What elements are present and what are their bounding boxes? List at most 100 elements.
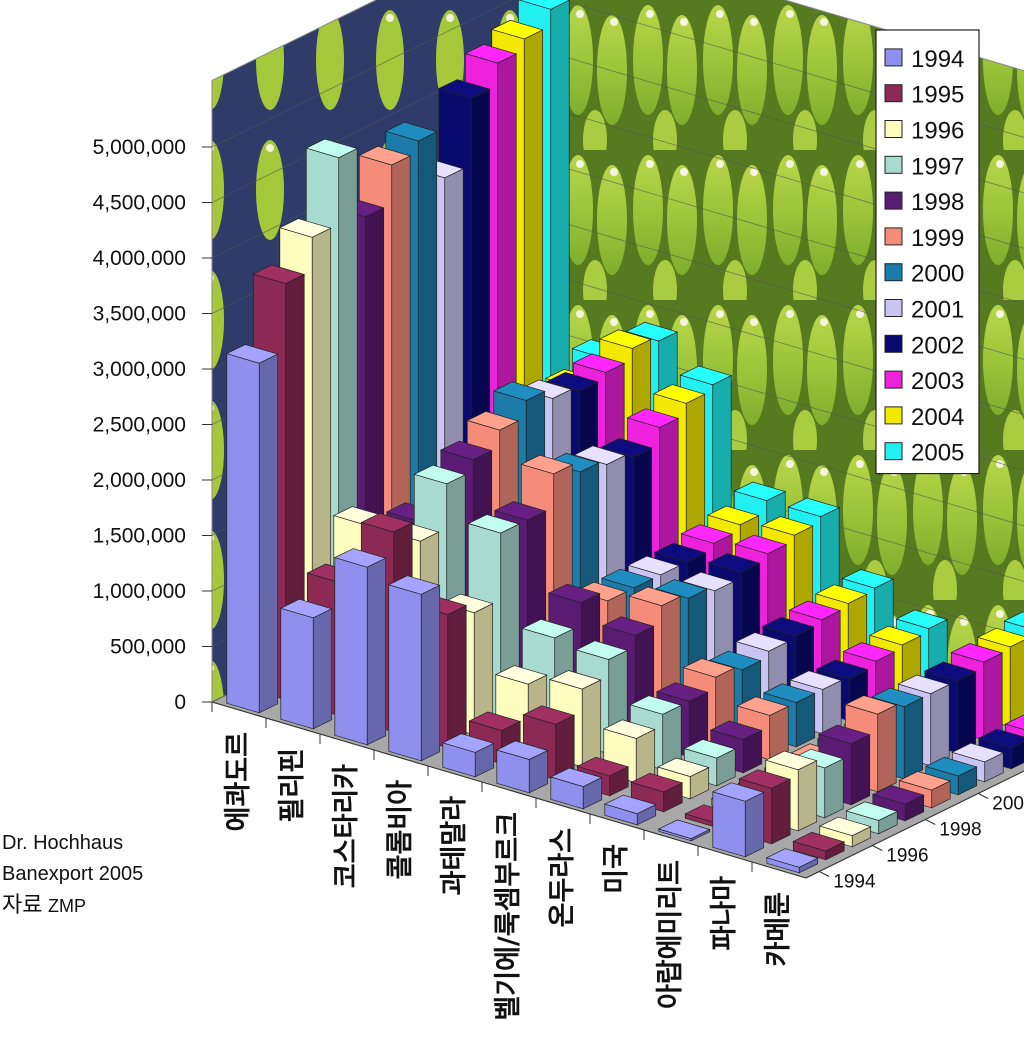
y-tick-label: 3,000,000 (93, 358, 186, 381)
legend-swatch (884, 84, 903, 103)
bar-top (657, 819, 711, 839)
depth-tick-label: 1996 (886, 846, 928, 867)
bar-top (467, 514, 521, 534)
bar-top (733, 481, 787, 501)
y-tick-label: 2,500,000 (93, 414, 186, 437)
bar-top (844, 695, 898, 715)
bar-top (654, 579, 708, 599)
bar-top (521, 618, 575, 639)
bar-side (956, 671, 977, 754)
bar-top (761, 616, 815, 637)
bar (495, 740, 549, 794)
bar-top (868, 625, 922, 646)
source-publication: Banexport 2005 (2, 863, 144, 885)
category-label: 필리핀 (277, 748, 308, 823)
bar-side (420, 584, 441, 762)
legend-swatch (884, 191, 903, 210)
bar-front (280, 607, 314, 730)
bar-top (655, 682, 709, 702)
bar (549, 767, 603, 810)
y-tick-label: 1,500,000 (93, 525, 186, 548)
legend-label: 2002 (911, 332, 964, 359)
bar-top (1003, 611, 1024, 628)
category-label: 코스타리카 (331, 764, 362, 888)
source-data-line: 자료 ZMP (2, 890, 143, 922)
bar-top (494, 665, 548, 685)
bar-top (625, 321, 679, 342)
legend-label: 2003 (911, 368, 964, 395)
bar-top (547, 583, 601, 604)
bar-top (413, 464, 467, 485)
bar-top (764, 750, 818, 771)
bar-side (258, 353, 279, 714)
bar-top (787, 497, 841, 517)
bar-top (707, 553, 761, 573)
bar-top (738, 769, 792, 789)
bar-top (572, 353, 626, 373)
bar-top (708, 650, 762, 671)
bar-top (951, 742, 1005, 763)
bar-top (466, 411, 520, 431)
category-label: 카메룬 (763, 892, 794, 967)
legend-label: 1997 (911, 153, 964, 180)
bar-top (464, 44, 518, 64)
source-data-label: 자료 (2, 893, 43, 918)
bar (711, 782, 765, 858)
y-tick-label: 4,500,000 (93, 192, 186, 215)
bar-top (627, 555, 681, 576)
bar-top (681, 571, 735, 592)
bar-top (599, 438, 653, 458)
legend-label: 1994 (911, 46, 964, 73)
legend-swatch (884, 227, 903, 246)
bar-top (492, 381, 546, 401)
bar-side (930, 684, 950, 767)
bar-top (976, 627, 1024, 648)
bar-top (762, 683, 816, 703)
bar-top (735, 632, 789, 652)
bar-side (771, 778, 791, 845)
bar-top (630, 772, 684, 793)
bar-top (468, 711, 522, 731)
bar-top (924, 756, 978, 777)
y-tick-label: 0 (174, 691, 186, 714)
bar-top (814, 584, 868, 604)
bar-top (278, 218, 332, 238)
bar (603, 794, 657, 826)
category-label: 아랍에미리트 (655, 860, 686, 1009)
y-axis: 0 500,000 1,000,000 1,500,000 2,000,000 2,500… (93, 136, 212, 714)
bar-top (736, 696, 790, 716)
bar-top (765, 848, 819, 868)
bar-top (977, 728, 1024, 749)
legend-swatch (884, 442, 903, 461)
legend-swatch (884, 120, 903, 138)
bar-top (520, 454, 574, 475)
bar-front (226, 353, 260, 714)
bar-top (575, 640, 629, 660)
bar-top (490, 19, 544, 40)
bar-top (709, 720, 763, 740)
category-label: 에콰도르 (223, 732, 254, 831)
y-tick-label: 1,000,000 (93, 580, 186, 603)
y-tick-label: 5,000,000 (93, 136, 186, 159)
chart-bars (225, 0, 1024, 874)
bar (441, 733, 495, 778)
bar-top (629, 695, 683, 715)
legend-label: 1999 (911, 225, 964, 252)
bar-front (388, 584, 422, 762)
bar (279, 598, 333, 730)
bar (792, 831, 846, 861)
legend-swatch (884, 155, 903, 174)
bar-top (898, 771, 952, 791)
depth-tick-label: 1994 (833, 872, 876, 893)
legend-box (875, 29, 980, 475)
bar-side (877, 704, 897, 793)
bar-top (628, 586, 682, 607)
depth-tick-mark (925, 819, 936, 825)
bar-top (870, 687, 924, 708)
bar-top (815, 659, 869, 680)
depth-tick-label: 1998 (939, 820, 981, 841)
legend-label: 2001 (911, 297, 964, 324)
bar-side (312, 608, 333, 730)
bar-top (679, 365, 733, 386)
